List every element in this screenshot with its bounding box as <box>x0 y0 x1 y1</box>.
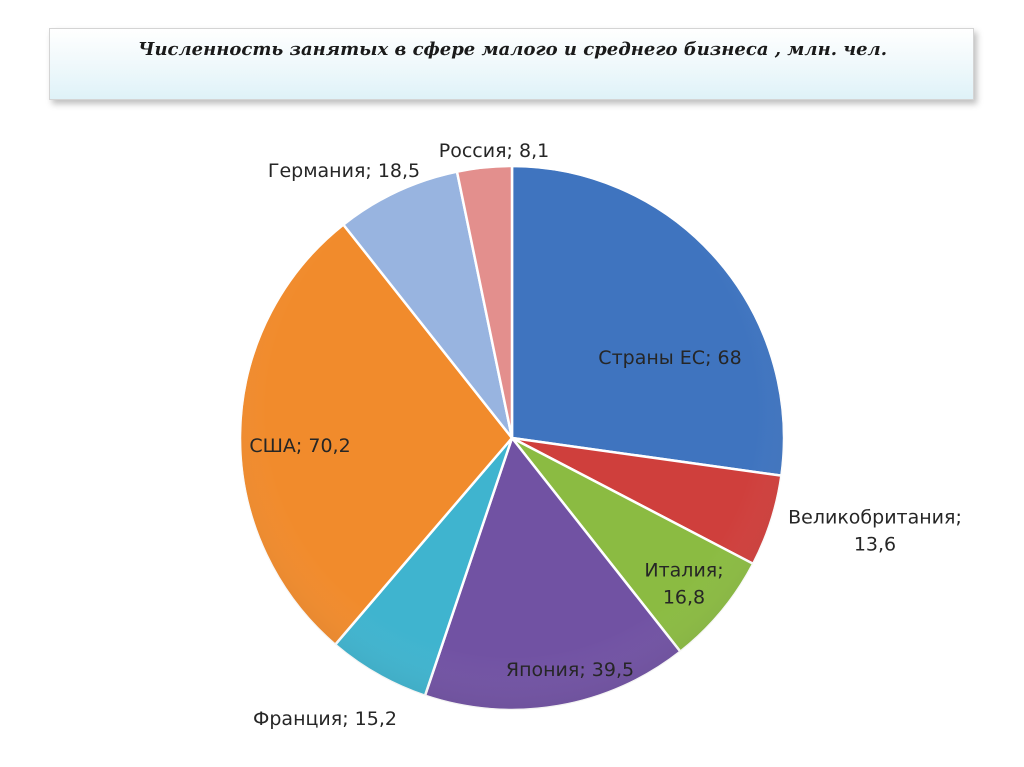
slice-label-япония: Япония; 39,5 <box>506 659 634 681</box>
chart-title-box: Численность занятых в сфере малого и сре… <box>49 28 974 100</box>
slice-label-line: Италия; <box>644 560 723 582</box>
slice-label-сша: США; 70,2 <box>249 435 350 457</box>
slice-label-россия: Россия; 8,1 <box>439 140 549 162</box>
slice-label-италия: Италия; 16,8 <box>644 560 723 609</box>
chart-title: Численность занятых в сфере малого и сре… <box>138 39 887 60</box>
slice-label-великобритания: Великобритания; 13,6 <box>788 507 962 556</box>
slice-label-line: 13,6 <box>854 534 896 556</box>
pie-labels: Страны ЕС; 68 Великобритания; 13,6 Италия; 1… <box>249 140 962 730</box>
slice-label-line: США; 70,2 <box>249 435 350 457</box>
slice-label-германия: Германия; 18,5 <box>268 160 420 182</box>
slice-label-line: Франция; 15,2 <box>253 708 397 730</box>
slice-label-line: Страны ЕС; 68 <box>598 347 741 369</box>
slice-label-line: Великобритания; <box>788 507 962 529</box>
slice-label-line: Россия; 8,1 <box>439 140 549 162</box>
slice-label-франция: Франция; 15,2 <box>253 708 397 730</box>
slice-label-line: Япония; 39,5 <box>506 659 634 681</box>
slice-label-line: Германия; 18,5 <box>268 160 420 182</box>
slice-label-line: 16,8 <box>663 587 705 609</box>
slice-label-страны-ес: Страны ЕС; 68 <box>598 347 741 369</box>
pie-slice-страны-ес <box>510 164 786 477</box>
